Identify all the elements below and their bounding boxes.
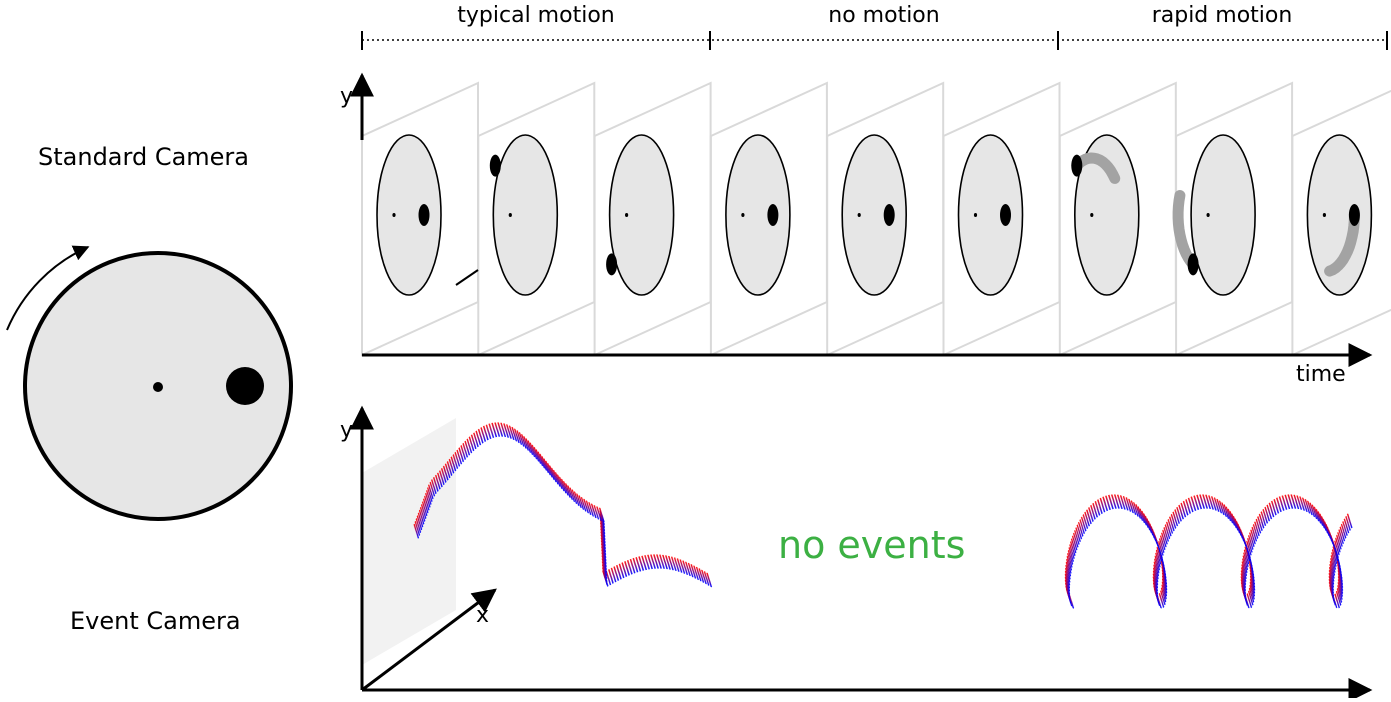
- frame-center-dot: [392, 213, 396, 217]
- event-streams: [413, 422, 1354, 609]
- disk-blob: [226, 367, 264, 405]
- frame-center-dot: [508, 213, 512, 217]
- phase-label-typical-motion: typical motion: [457, 3, 615, 28]
- standard-camera-axes: [350, 72, 1373, 367]
- frame-7: [1058, 81, 1177, 357]
- frame-blob: [418, 204, 430, 226]
- event-trace: [414, 425, 710, 578]
- rotating-disk: [6, 245, 293, 521]
- frame-disk: [957, 134, 1024, 296]
- event-trace: [1065, 498, 1351, 600]
- event-trace: [1068, 506, 1353, 608]
- frame-center-dot: [625, 213, 629, 217]
- frame-disk: [376, 134, 442, 296]
- phase-timeline: [361, 31, 1388, 50]
- event-trace: [414, 427, 710, 580]
- frame-center-dot: [1322, 213, 1326, 217]
- event-trace: [414, 426, 710, 579]
- frame-center-dot: [1206, 213, 1210, 217]
- no-events-label: no events: [778, 523, 966, 567]
- motion-blur-trail: [1324, 209, 1360, 277]
- standard-camera-label: Standard Camera: [38, 143, 249, 171]
- event-trace: [414, 424, 709, 577]
- event-trace: [413, 422, 709, 575]
- event-trace: [1066, 500, 1351, 602]
- frame-9: [1291, 89, 1391, 357]
- frame-blob: [883, 204, 895, 226]
- event-trace: [416, 432, 712, 585]
- frame-disk: [1074, 134, 1140, 296]
- frame-disk: [492, 134, 559, 296]
- phase-label-no-motion: no motion: [828, 3, 940, 28]
- frame-blob: [1071, 154, 1083, 177]
- frame-2: [477, 81, 596, 357]
- frame-blob: [767, 204, 779, 226]
- frame-blob: [1187, 253, 1199, 276]
- standard-camera-frames: [361, 81, 1391, 357]
- event-trace: [1066, 501, 1352, 603]
- frame-blob: [1348, 204, 1360, 226]
- motion-blur-trail: [1071, 152, 1121, 184]
- frame-disk: [608, 134, 675, 296]
- frame-4: [709, 81, 828, 357]
- frame-5: [826, 81, 945, 357]
- frame-disk: [1306, 134, 1373, 296]
- bottom-y-axis-label: y: [340, 418, 354, 443]
- frame-blob: [1000, 204, 1011, 226]
- disk-center-dot: [153, 382, 163, 392]
- phase-label-rapid-motion: rapid motion: [1151, 3, 1293, 28]
- event-trace: [1067, 504, 1353, 606]
- frame-disk: [1190, 134, 1256, 296]
- event-trace: [415, 429, 711, 582]
- x-axis-label: x: [476, 603, 490, 628]
- event-stream-rapid-motion: [1064, 494, 1354, 609]
- frame-3: [593, 81, 712, 357]
- frame-center-dot: [1090, 213, 1094, 217]
- frame-center-dot: [741, 213, 745, 217]
- frame-disk: [841, 134, 908, 296]
- event-trace: [1068, 505, 1353, 607]
- time-axis-label: time: [1296, 362, 1346, 387]
- frame-center-dot: [973, 213, 978, 217]
- event-trace: [415, 428, 711, 581]
- event-camera-label: Event Camera: [70, 607, 241, 635]
- event-trace: [1067, 503, 1352, 605]
- event-trace: [1066, 499, 1351, 601]
- event-trace: [417, 434, 712, 587]
- frame-blob: [489, 154, 501, 177]
- event-trace: [415, 430, 711, 583]
- event-stream-typical-motion: [413, 422, 713, 588]
- event-trace: [1068, 507, 1354, 609]
- event-trace: [416, 433, 712, 586]
- event-trace: [1065, 496, 1350, 598]
- frame-1: [361, 81, 479, 357]
- event-trace: [417, 435, 713, 588]
- top-depth-stub: [455, 269, 479, 286]
- frame-center-dot: [857, 213, 861, 217]
- event-camera-plot: [350, 405, 1373, 702]
- bottom-x-axis: [361, 588, 497, 692]
- event-trace: [1067, 502, 1352, 604]
- motion-blur-trail: [1172, 190, 1199, 270]
- image-plane: [362, 418, 456, 665]
- rotation-arrow-icon: [6, 245, 90, 331]
- event-trace: [416, 431, 712, 584]
- frame-blob: [606, 253, 618, 276]
- top-y-axis-label: y: [340, 84, 354, 109]
- frame-disk: [725, 134, 791, 296]
- event-trace: [1065, 497, 1350, 599]
- frame-8: [1172, 81, 1294, 357]
- frame-6: [942, 81, 1061, 357]
- event-trace: [413, 423, 709, 576]
